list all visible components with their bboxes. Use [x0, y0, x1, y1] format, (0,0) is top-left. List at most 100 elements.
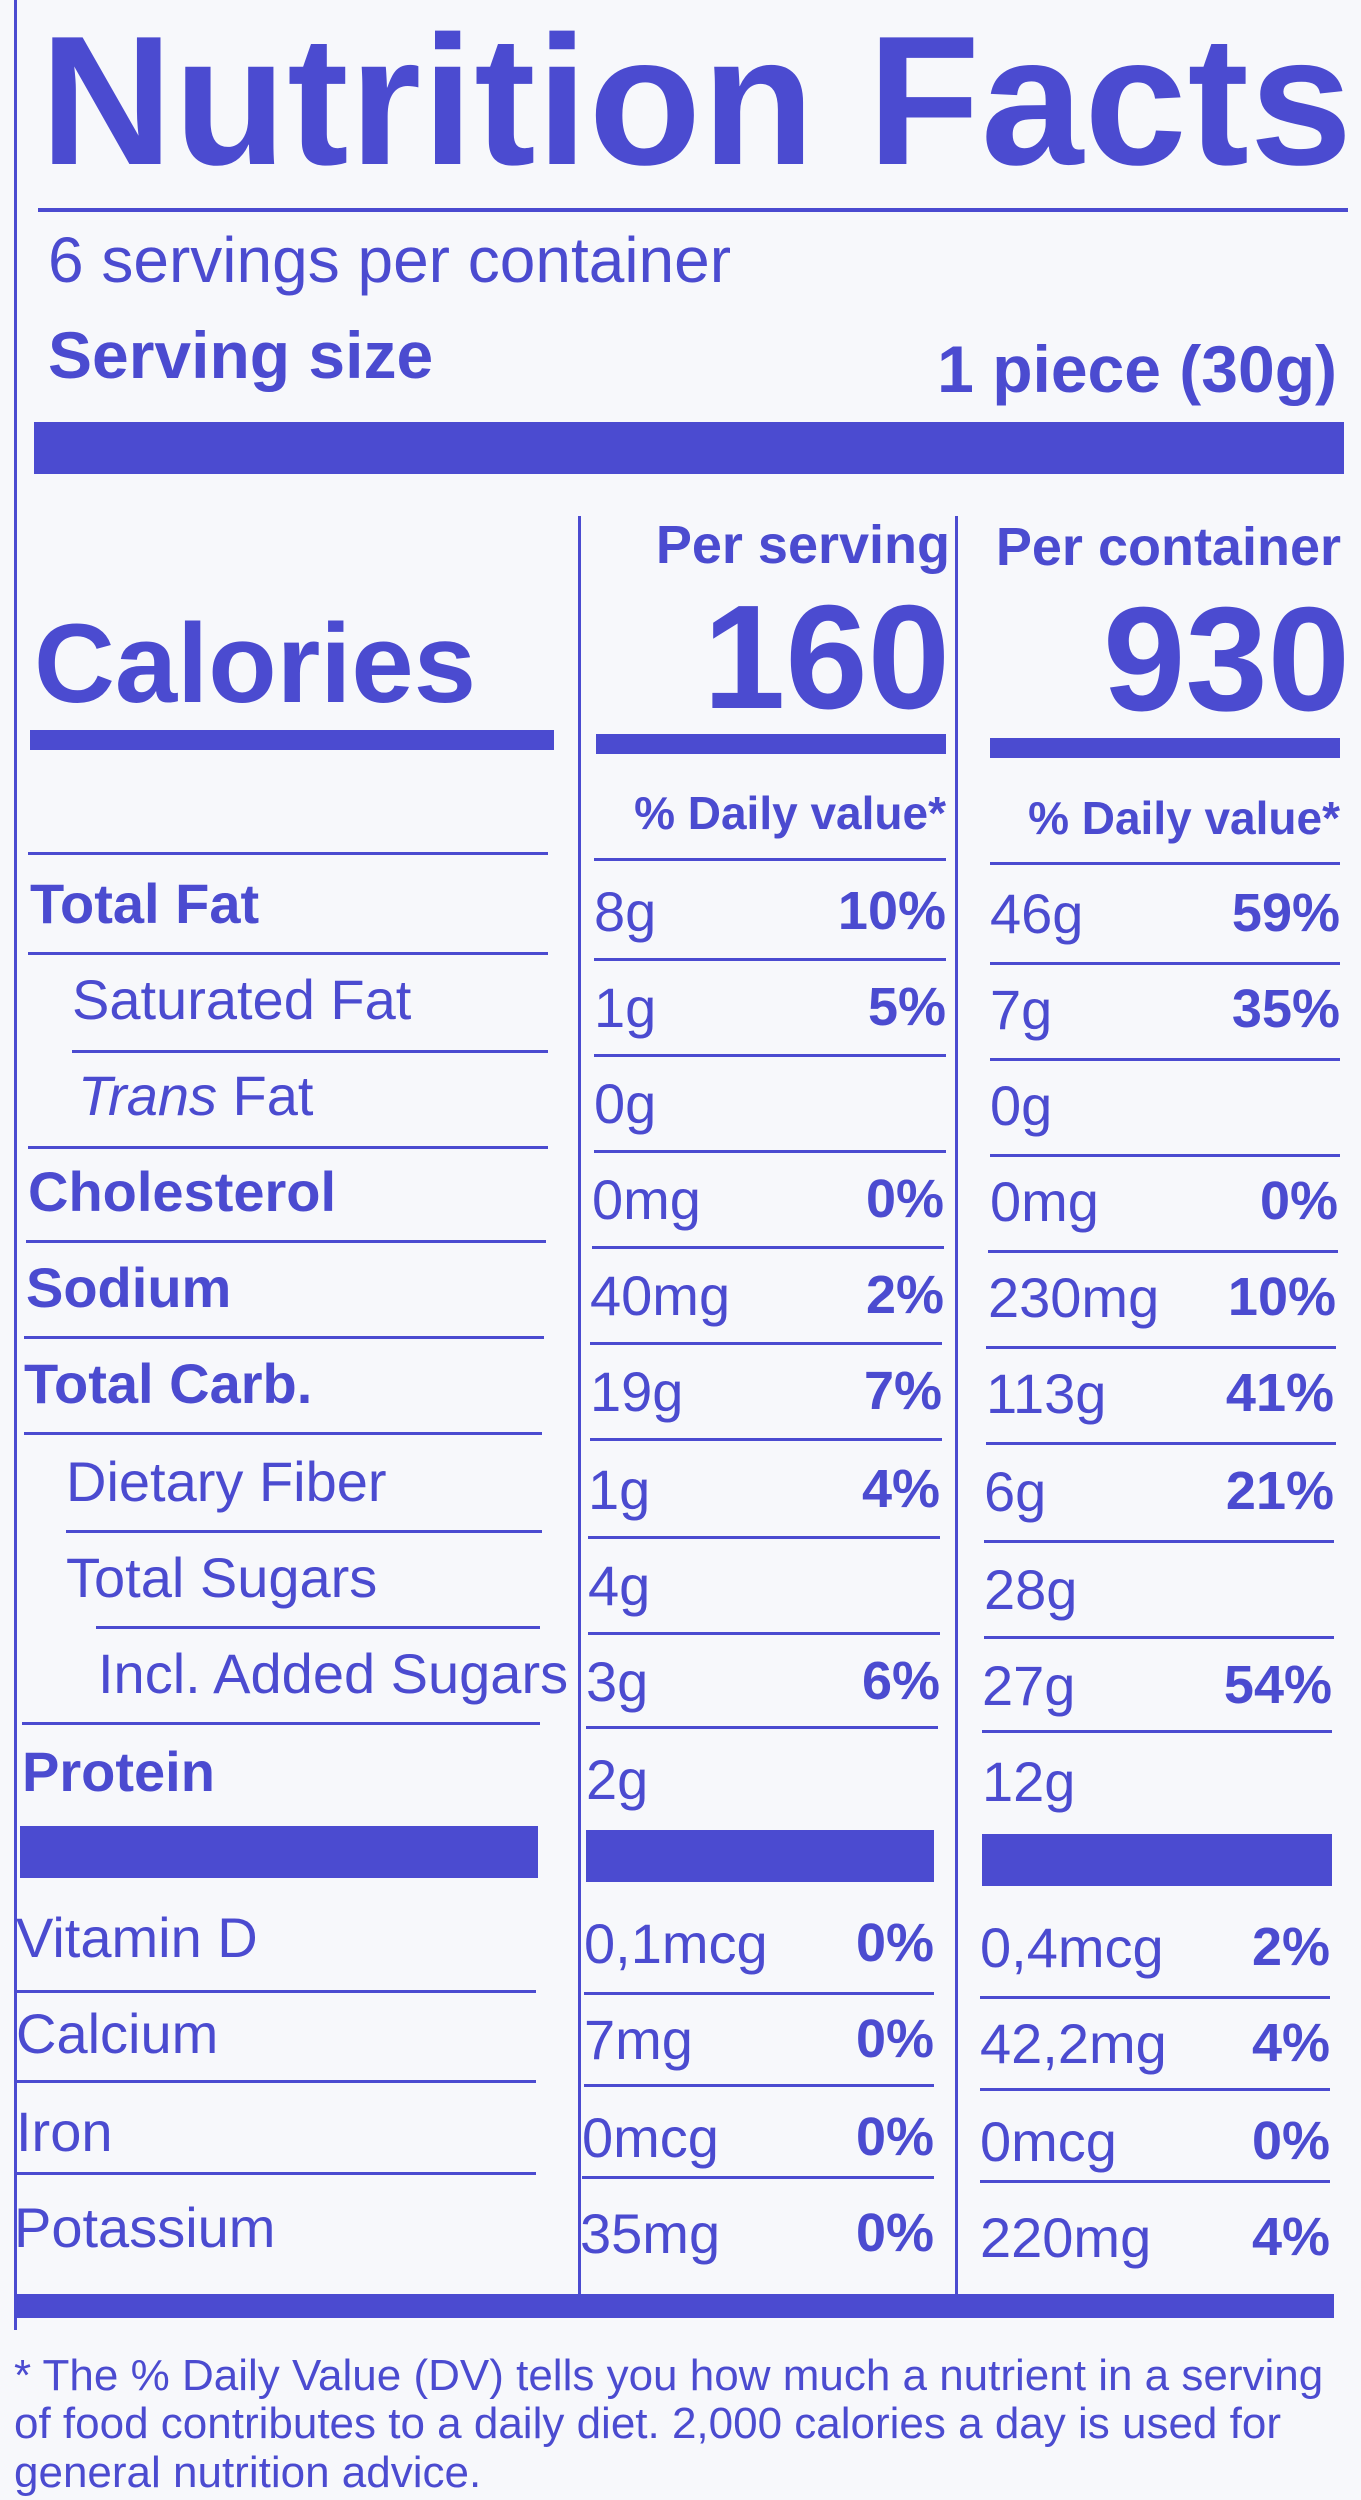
container-daily-value: 41% [1225, 1363, 1334, 1423]
row-divider [96, 1626, 540, 1629]
serving-size-value: 1 piece (30g) [937, 332, 1337, 406]
vitamin-name: Potassium [14, 2196, 276, 2259]
container-daily-value: 4% [1251, 2013, 1330, 2073]
dv-divider-mid [594, 858, 946, 861]
container-amount: 0,4mcg [980, 1916, 1164, 1979]
row-divider [982, 1730, 1332, 1733]
row-divider [24, 1336, 544, 1339]
row-divider [28, 952, 548, 955]
container-daily-value: 54% [1223, 1655, 1332, 1715]
row-divider [980, 1996, 1330, 1999]
row-divider [72, 1050, 548, 1053]
calories-per-serving: 160 [703, 575, 950, 740]
serving-amount: 8g [594, 880, 657, 943]
row-divider [586, 1726, 938, 1729]
nutrient-name: Sodium [26, 1256, 232, 1319]
label-border-left [14, 0, 17, 2330]
container-daily-value: 59% [1231, 883, 1340, 943]
serving-size-thick-bar [34, 422, 1344, 474]
row-divider [22, 1722, 540, 1725]
container-daily-value: 21% [1225, 1461, 1334, 1521]
bottom-thick-bar [14, 2294, 1334, 2318]
container-amount: 113g [986, 1362, 1107, 1425]
container-daily-value: 2% [1251, 1917, 1330, 1977]
nutrient-name: Protein [22, 1740, 215, 1803]
container-daily-value: 4% [1251, 2207, 1330, 2267]
column-divider-1 [578, 516, 581, 2296]
row-divider [980, 2088, 1330, 2091]
row-divider [990, 962, 1340, 965]
serving-daily-value: 0% [855, 2009, 934, 2069]
row-divider [28, 1146, 548, 1149]
serving-amount: 1g [594, 976, 657, 1039]
vitamin-name: Iron [16, 2100, 113, 2163]
row-divider [590, 1342, 942, 1345]
row-divider [26, 1240, 546, 1243]
trans-italic: Trans [78, 1064, 217, 1127]
row-divider [986, 1346, 1336, 1349]
serving-amount: 2g [586, 1748, 649, 1811]
row-divider [984, 1636, 1334, 1639]
row-divider [582, 2176, 934, 2179]
container-amount: 7g [990, 978, 1053, 1041]
row-divider [16, 2080, 536, 2083]
serving-daily-value: 6% [861, 1651, 940, 1711]
serving-amount: 35mg [580, 2202, 721, 2265]
per-serving-header: Per serving [655, 515, 950, 575]
nutrient-name: Total Carb. [24, 1352, 313, 1415]
serving-daily-value: 10% [837, 881, 946, 941]
serving-amount: 0mg [592, 1168, 701, 1231]
daily-value-header-container: % Daily value* [1028, 792, 1340, 844]
container-amount: 6g [984, 1460, 1047, 1523]
title-divider [38, 208, 1348, 212]
vitamins-bar-left [20, 1826, 538, 1878]
row-divider [990, 1058, 1340, 1061]
serving-daily-value: 2% [865, 1265, 944, 1325]
nutrient-name: Total Fat [30, 872, 260, 935]
row-divider [984, 1540, 1334, 1543]
container-amount: 230mg [988, 1266, 1160, 1329]
container-amount: 220mg [980, 2206, 1152, 2269]
column-divider-2 [955, 516, 958, 2296]
container-amount: 46g [990, 882, 1084, 945]
container-amount: 42,2mg [980, 2012, 1167, 2075]
row-divider [988, 1250, 1338, 1253]
dv-divider-left [28, 852, 548, 855]
serving-amount: 40mg [590, 1264, 731, 1327]
row-divider [980, 2180, 1330, 2183]
serving-amount: 1g [588, 1458, 651, 1521]
container-daily-value: 0% [1259, 1171, 1338, 1231]
container-amount: 0mg [990, 1170, 1099, 1233]
nutrient-name-trans-fat: Trans Fat [78, 1068, 313, 1124]
row-divider [594, 1054, 946, 1057]
nutrient-name: Dietary Fiber [66, 1450, 387, 1513]
calories-label: Calories [34, 601, 476, 726]
vitamins-bar-mid [586, 1830, 934, 1882]
container-amount: 12g [982, 1750, 1076, 1813]
serving-amount: 0g [594, 1072, 657, 1135]
container-daily-value: 0% [1251, 2111, 1330, 2171]
row-divider [986, 1442, 1336, 1445]
row-divider [990, 1154, 1340, 1157]
row-divider [592, 1246, 944, 1249]
servings-per-container: 6 servings per container [48, 224, 732, 296]
serving-amount: 4g [588, 1554, 651, 1617]
serving-amount: 3g [586, 1650, 649, 1713]
serving-daily-value: 0% [855, 2203, 934, 2263]
row-divider [24, 1432, 542, 1435]
vitamins-bar-right [982, 1834, 1332, 1886]
serving-amount: 0mcg [582, 2106, 719, 2169]
serving-daily-value: 7% [863, 1361, 942, 1421]
serving-amount: 7mg [584, 2008, 693, 2071]
row-divider [584, 2084, 934, 2087]
row-divider [16, 1990, 536, 1993]
vitamin-name: Calcium [16, 2002, 219, 2065]
serving-daily-value: 0% [855, 2107, 934, 2167]
calories-bar-mid [596, 734, 946, 754]
container-daily-value: 35% [1231, 979, 1340, 1039]
serving-amount: 0,1mcg [584, 1912, 768, 1975]
serving-daily-value: 0% [855, 1913, 934, 1973]
nutrient-name: Total Sugars [66, 1546, 378, 1609]
vitamin-name: Vitamin D [16, 1906, 258, 1969]
